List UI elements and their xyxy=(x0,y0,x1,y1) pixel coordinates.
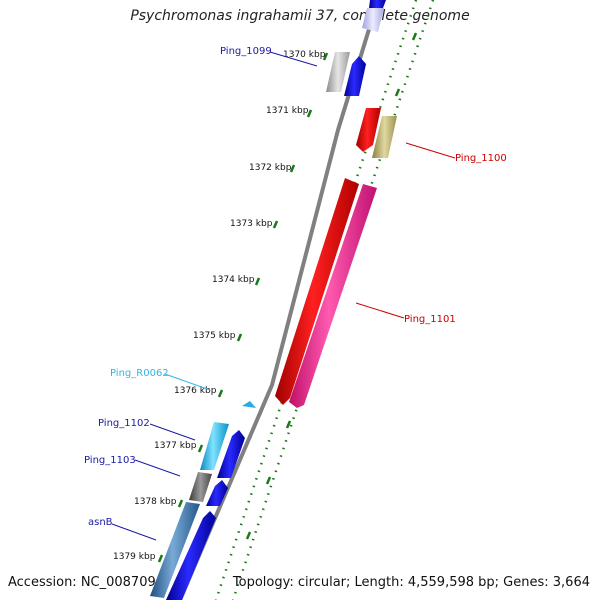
gene-feature-grey xyxy=(326,52,350,92)
gene-feature-ping-1101 xyxy=(289,184,377,408)
outer-dotted-guide xyxy=(231,0,435,600)
tick-label-1376: 1376 kbp xyxy=(174,386,217,396)
tick-label-1370: 1370 kbp xyxy=(283,50,326,60)
tick-marks-left xyxy=(157,52,329,563)
label-ping-r0062: Ping_R0062 xyxy=(110,368,169,379)
gene-feature-red-long xyxy=(275,178,359,405)
tick-label-1375: 1375 kbp xyxy=(193,331,236,341)
leader-ping-1101 xyxy=(355,302,405,319)
leader-ping-1099 xyxy=(269,51,318,67)
leader-ping-1100 xyxy=(405,142,456,159)
gene-feature-top-lavender xyxy=(362,8,384,32)
label-ping-1099: Ping_1099 xyxy=(220,46,272,57)
gene-feature-blue-1103 xyxy=(206,480,228,506)
tick-labels: 1370 kbp 1371 kbp 1372 kbp 1373 kbp 1374… xyxy=(113,50,326,562)
gene-feature-ping-r0062 xyxy=(242,401,256,408)
tick-label-1379: 1379 kbp xyxy=(113,552,156,562)
gene-feature-ping-1102 xyxy=(200,422,229,470)
leader-asnb xyxy=(111,523,157,541)
leader-lines xyxy=(111,51,456,541)
gene-feature-asnb xyxy=(150,502,200,598)
label-ping-1103: Ping_1103 xyxy=(84,455,136,466)
leader-ping-1103 xyxy=(134,459,181,477)
label-asnb: asnB xyxy=(88,517,113,528)
tick-label-1371: 1371 kbp xyxy=(266,106,309,116)
tick-label-1377: 1377 kbp xyxy=(154,441,197,451)
map-title: Psychromonas ingrahamii 37, complete gen… xyxy=(130,8,470,24)
gene-feature-top-blue xyxy=(369,0,386,8)
gene-feature-ping-1099 xyxy=(344,56,366,96)
label-ping-1101: Ping_1101 xyxy=(404,314,456,325)
gene-features xyxy=(150,0,397,600)
accession-text: Accession: NC_008709 xyxy=(8,575,156,590)
tick-label-1372: 1372 kbp xyxy=(249,163,292,173)
gene-feature-ping-1100 xyxy=(372,116,397,158)
tick-label-1373: 1373 kbp xyxy=(230,219,273,229)
leader-ping-r0062 xyxy=(164,373,211,391)
gene-feature-blue-1102 xyxy=(217,430,245,478)
inner-dotted-guide xyxy=(214,0,418,600)
leader-ping-1102 xyxy=(149,423,196,441)
label-ping-1100: Ping_1100 xyxy=(455,153,507,164)
label-ping-1102: Ping_1102 xyxy=(98,418,150,429)
tick-label-1374: 1374 kbp xyxy=(212,275,255,285)
gene-feature-blue-asnb xyxy=(166,511,216,600)
tick-label-1378: 1378 kbp xyxy=(134,497,177,507)
gene-labels: Ping_1099 Ping_1100 Ping_1101 Ping_R0062… xyxy=(84,46,507,528)
gene-feature-ping-1103 xyxy=(189,472,212,502)
gene-feature-red-small xyxy=(356,108,381,152)
genome-summary-text: Topology: circular; Length: 4,559,598 bp… xyxy=(232,575,590,590)
